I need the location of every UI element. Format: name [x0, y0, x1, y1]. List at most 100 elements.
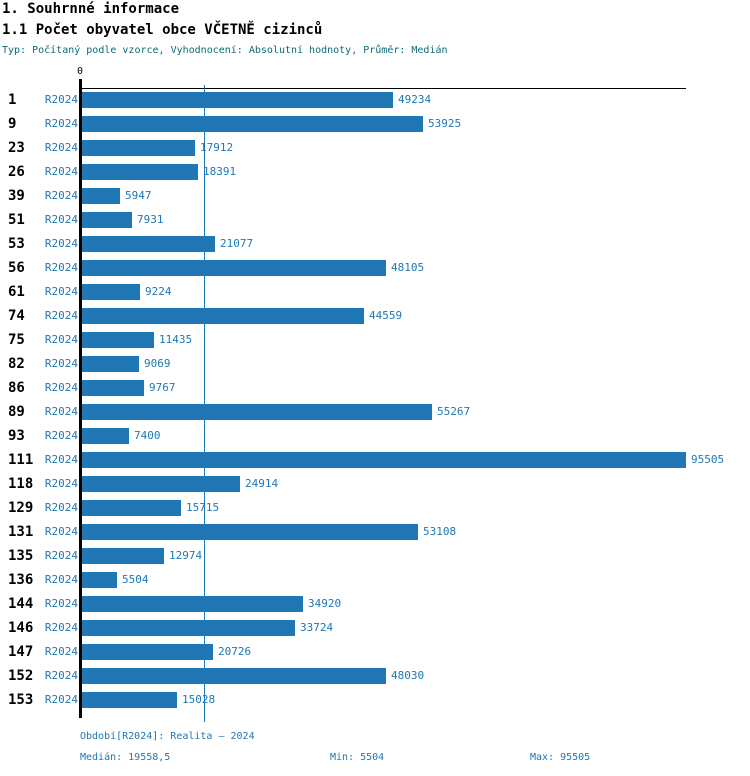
bar	[82, 284, 140, 300]
footer-median-label: Medián: 19558,5	[80, 752, 171, 763]
series-label: R2024	[44, 189, 78, 202]
table-row: 89 R2024 55267	[0, 404, 750, 420]
row-number: 86	[8, 380, 25, 396]
series-label: R2024	[44, 141, 78, 154]
bar	[82, 572, 117, 588]
table-row: 86 R2024 9767	[0, 380, 750, 396]
bar	[82, 188, 120, 204]
bar	[82, 692, 177, 708]
row-number: 152	[8, 668, 34, 684]
row-number: 147	[8, 644, 34, 660]
table-row: 135 R2024 12974	[0, 548, 750, 564]
median-reference-line	[204, 85, 205, 722]
table-row: 39 R2024 5947	[0, 188, 750, 204]
series-label: R2024	[44, 381, 78, 394]
y-axis-line	[79, 79, 82, 718]
row-number: 56	[8, 260, 25, 276]
bar-value-label: 49234	[398, 93, 432, 106]
row-number: 23	[8, 140, 25, 156]
row-number: 118	[8, 476, 34, 492]
table-row: 144 R2024 34920	[0, 596, 750, 612]
table-row: 146 R2024 33724	[0, 620, 750, 636]
series-label: R2024	[44, 261, 78, 274]
bar-value-label: 11435	[159, 333, 193, 346]
table-row: 53 R2024 21077	[0, 236, 750, 252]
row-number: 39	[8, 188, 25, 204]
bar-value-label: 17912	[200, 141, 234, 154]
bar	[82, 332, 154, 348]
table-row: 147 R2024 20726	[0, 644, 750, 660]
table-row: 131 R2024 53108	[0, 524, 750, 540]
bar-value-label: 48030	[391, 669, 425, 682]
bar-value-label: 55267	[437, 405, 471, 418]
bar	[82, 596, 303, 612]
bar	[82, 524, 418, 540]
bar-value-label: 7400	[134, 429, 161, 442]
bar	[82, 236, 215, 252]
table-row: 152 R2024 48030	[0, 668, 750, 684]
footer-min-label: Min: 5504	[330, 752, 385, 763]
row-number: 89	[8, 404, 25, 420]
table-row: 153 R2024 15028	[0, 692, 750, 708]
row-number: 131	[8, 524, 34, 540]
row-number: 153	[8, 692, 34, 708]
table-row: 82 R2024 9069	[0, 356, 750, 372]
row-number: 26	[8, 164, 25, 180]
bar-value-label: 21077	[220, 237, 254, 250]
series-label: R2024	[44, 333, 78, 346]
series-label: R2024	[44, 285, 78, 298]
bar-value-label: 53108	[423, 525, 457, 538]
row-number: 53	[8, 236, 25, 252]
series-label: R2024	[44, 405, 78, 418]
bar	[82, 476, 240, 492]
row-number: 136	[8, 572, 34, 588]
bar-value-label: 9069	[144, 357, 171, 370]
series-label: R2024	[44, 549, 78, 562]
series-label: R2024	[44, 525, 78, 538]
table-row: 61 R2024 9224	[0, 284, 750, 300]
series-label: R2024	[44, 597, 78, 610]
footer-period-label: Období[R2024]: Realita – 2024	[80, 731, 255, 742]
bar	[82, 164, 198, 180]
bar	[82, 620, 295, 636]
bar-value-label: 48105	[391, 261, 425, 274]
row-number: 75	[8, 332, 25, 348]
bar	[82, 428, 129, 444]
series-label: R2024	[44, 357, 78, 370]
table-row: 1 R2024 49234	[0, 92, 750, 108]
row-number: 61	[8, 284, 25, 300]
bar-value-label: 9224	[145, 285, 172, 298]
row-number: 135	[8, 548, 34, 564]
table-row: 56 R2024 48105	[0, 260, 750, 276]
series-label: R2024	[44, 165, 78, 178]
bar-value-label: 9767	[149, 381, 176, 394]
table-row: 118 R2024 24914	[0, 476, 750, 492]
bar-value-label: 44559	[369, 309, 403, 322]
bar-value-label: 5947	[125, 189, 152, 202]
row-number: 74	[8, 308, 25, 324]
series-label: R2024	[44, 621, 78, 634]
footer-max-label: Max: 95505	[530, 752, 591, 763]
row-number: 129	[8, 500, 34, 516]
bar	[82, 140, 195, 156]
series-label: R2024	[44, 429, 78, 442]
series-label: R2024	[44, 453, 78, 466]
table-row: 93 R2024 7400	[0, 428, 750, 444]
bar	[82, 92, 393, 108]
table-row: 51 R2024 7931	[0, 212, 750, 228]
series-label: R2024	[44, 237, 78, 250]
series-label: R2024	[44, 117, 78, 130]
series-label: R2024	[44, 477, 78, 490]
bar	[82, 116, 423, 132]
bar-value-label: 53925	[428, 117, 462, 130]
bar-value-label: 24914	[245, 477, 279, 490]
table-row: 23 R2024 17912	[0, 140, 750, 156]
row-number: 9	[8, 116, 17, 132]
bar-value-label: 95505	[691, 453, 725, 466]
bar-value-label: 5504	[122, 573, 149, 586]
row-number: 111	[8, 452, 34, 468]
table-row: 9 R2024 53925	[0, 116, 750, 132]
series-label: R2024	[44, 645, 78, 658]
